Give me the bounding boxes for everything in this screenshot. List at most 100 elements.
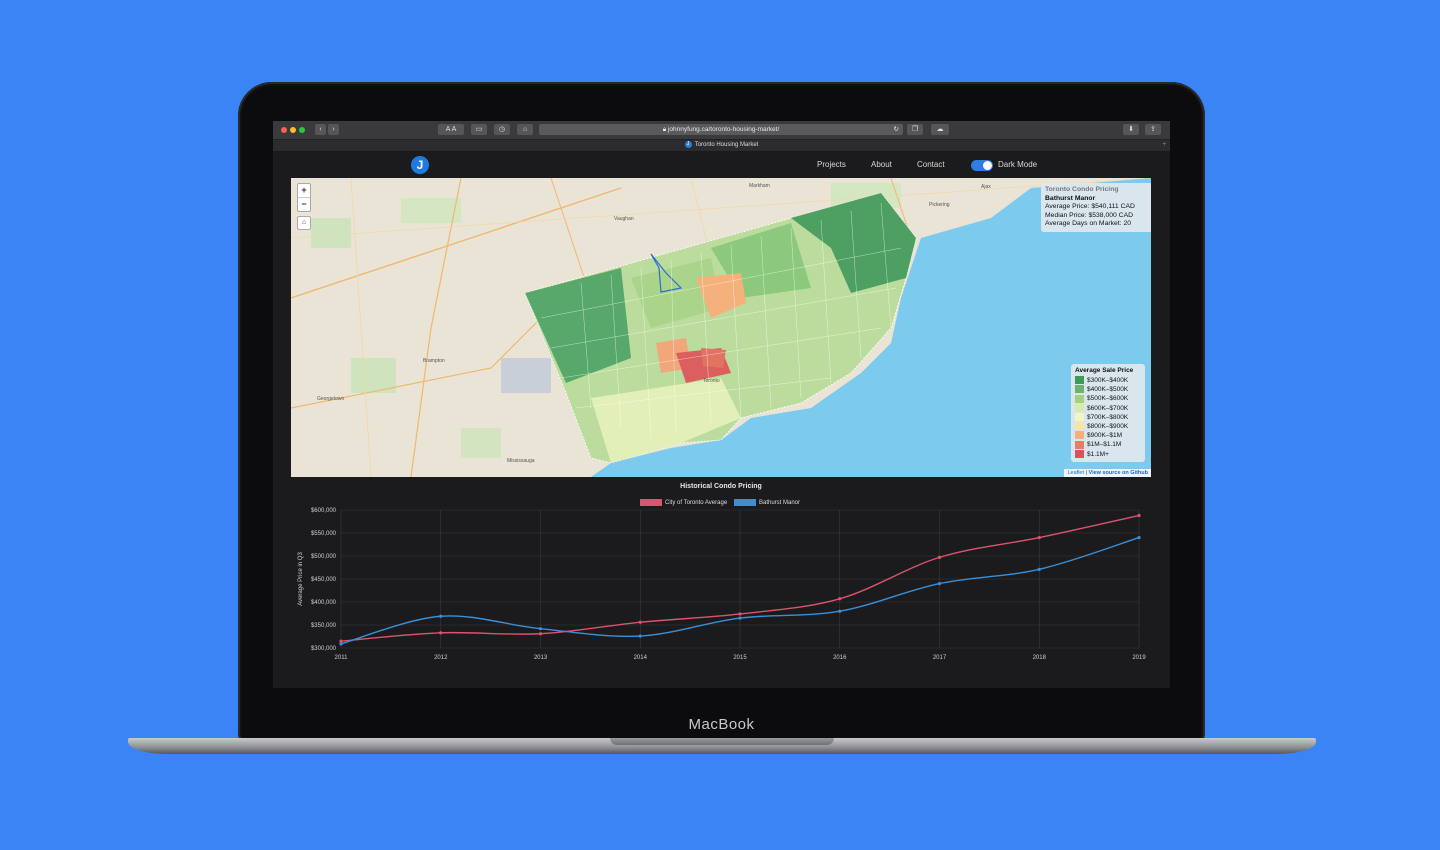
laptop-notch: [610, 738, 834, 745]
tab-active[interactable]: J Toronto Housing Market: [684, 140, 759, 148]
map-label-vaughan: Vaughan: [614, 216, 634, 222]
legend-label: $1.1M+: [1087, 450, 1109, 458]
leaflet-link[interactable]: Leaflet: [1067, 470, 1084, 476]
legend-row: $1.1M+: [1075, 449, 1141, 459]
data-point-city: [538, 632, 543, 636]
map-attribution: Leaflet | View source on Github: [1064, 469, 1151, 477]
info-neighbourhood: Bathurst Manor: [1045, 194, 1096, 202]
legend-item-bathurst[interactable]: Bathurst Manor: [734, 499, 800, 506]
data-point-bathurst: [339, 642, 343, 646]
legend-swatch: [1075, 440, 1084, 449]
legend-swatch: [1075, 376, 1084, 385]
attribution-separator: |: [1085, 470, 1087, 476]
data-point-bathurst: [937, 582, 942, 586]
nav-link-contact[interactable]: Contact: [917, 160, 945, 169]
legend-label: $400K–$500K: [1087, 386, 1129, 394]
address-bar[interactable]: 🔒︎ johnnyfung.ca/toronto-housing-market/…: [539, 124, 903, 135]
legend-label-bathurst: Bathurst Manor: [759, 500, 801, 507]
data-point-city: [1037, 536, 1041, 540]
data-point-bathurst: [638, 634, 642, 638]
x-tick-label: 2016: [833, 655, 847, 661]
chart-title: Historical Condo Pricing: [680, 483, 762, 490]
legend-label: $600K–$700K: [1087, 404, 1129, 412]
clock-icon: ◷: [498, 126, 506, 133]
data-point-city: [1137, 513, 1141, 518]
legend-label: $700K–$800K: [1087, 413, 1129, 421]
reload-icon[interactable]: ↻: [893, 126, 899, 133]
legend-item-city[interactable]: City of Toronto Average: [640, 499, 727, 506]
choropleth-map[interactable]: Vaughan Markham Brampton Mississauga Aja…: [291, 178, 1151, 477]
y-tick-label: $350,000: [311, 623, 337, 629]
tab-bar: J Toronto Housing Market +: [273, 140, 1170, 152]
new-tab-button[interactable]: +: [1162, 142, 1166, 148]
sidebar-button[interactable]: ▭: [471, 124, 487, 135]
legend-row: $800K–$900K: [1075, 422, 1141, 431]
laptop-base: [128, 738, 1316, 754]
legend-swatch: [1075, 449, 1084, 458]
legend-label: $900K–$1M: [1087, 432, 1123, 440]
nav-link-about[interactable]: About: [871, 160, 892, 169]
dark-mode-label: Dark Mode: [998, 160, 1038, 169]
site-favicon: J: [684, 140, 692, 148]
legend-label: $1M–$1.1M: [1087, 441, 1122, 449]
data-point-city: [638, 620, 642, 624]
toggle-knob: [983, 161, 992, 170]
x-tick-label: 2019: [1132, 655, 1146, 661]
downloads-button[interactable]: ⬇: [1123, 124, 1139, 135]
y-axis-label: Average Price in Q3: [298, 552, 304, 606]
data-point-city: [439, 631, 443, 635]
close-window-button[interactable]: [281, 127, 287, 133]
site-logo[interactable]: J: [411, 156, 429, 174]
maximize-window-button[interactable]: [299, 127, 305, 133]
x-tick-label: 2018: [1033, 655, 1047, 661]
data-point-city: [937, 555, 942, 559]
forward-button[interactable]: ›: [328, 124, 339, 135]
github-source-link[interactable]: View source on Github: [1088, 470, 1149, 476]
chevron-right-icon: ›: [332, 126, 335, 133]
cloud-icon: ☁: [936, 126, 944, 133]
icloud-button[interactable]: ☁: [931, 124, 949, 135]
legend-title: Average Sale Price: [1075, 367, 1134, 374]
data-point-bathurst: [439, 614, 443, 618]
legend-swatch: [1075, 413, 1084, 422]
legend-swatch-city: [640, 499, 662, 506]
x-tick-label: 2013: [534, 655, 548, 661]
legend-row: $700K–$800K: [1075, 413, 1141, 422]
data-point-bathurst: [538, 627, 543, 631]
legend-row: $1M–$1.1M: [1075, 440, 1141, 449]
legend-row: $900K–$1M: [1075, 431, 1141, 440]
tab-overview-button[interactable]: ❐: [907, 124, 923, 135]
history-button[interactable]: ◷: [494, 124, 510, 135]
map-label-markham: Markham: [749, 183, 770, 189]
y-tick-label: $500,000: [311, 554, 337, 560]
home-button[interactable]: ⌂: [517, 124, 533, 135]
device-brand: MacBook: [688, 716, 755, 733]
map-label-ajax: Ajax: [981, 184, 991, 190]
home-icon: ⌂: [301, 219, 307, 226]
data-point-city: [838, 597, 842, 601]
line-chart: Historical Condo Pricing City of Toronto…: [291, 478, 1151, 688]
legend-swatch: [1075, 422, 1084, 431]
back-button[interactable]: ‹: [315, 124, 326, 135]
tab-title: Toronto Housing Market: [694, 142, 759, 148]
info-title: Toronto Condo Pricing: [1045, 186, 1119, 193]
reader-font-button[interactable]: A A: [438, 124, 464, 135]
legend-label: $300K–$400K: [1087, 377, 1129, 384]
sidebar-icon: ▭: [475, 126, 483, 133]
share-button[interactable]: ⇪: [1145, 124, 1161, 135]
data-point-bathurst: [1037, 567, 1041, 571]
map-label-georgetown: Georgetown: [317, 396, 345, 402]
zoom-out-button[interactable]: −: [298, 197, 310, 211]
legend-swatch: [1075, 431, 1084, 440]
url-text: johnnyfung.ca/toronto-housing-market/: [667, 126, 780, 133]
lock-icon: 🔒︎: [662, 126, 667, 133]
zoom-in-button[interactable]: +: [301, 185, 307, 195]
nav-link-projects[interactable]: Projects: [817, 160, 846, 169]
info-days-on-market: Average Days on Market: 20: [1045, 220, 1132, 228]
dark-mode-toggle[interactable]: [971, 160, 993, 171]
reset-view-button[interactable]: ⌂: [297, 216, 311, 230]
legend-swatch: [1075, 403, 1084, 412]
x-tick-label: 2011: [335, 655, 349, 661]
minimize-window-button[interactable]: [290, 127, 296, 133]
x-tick-label: 2015: [733, 655, 747, 661]
